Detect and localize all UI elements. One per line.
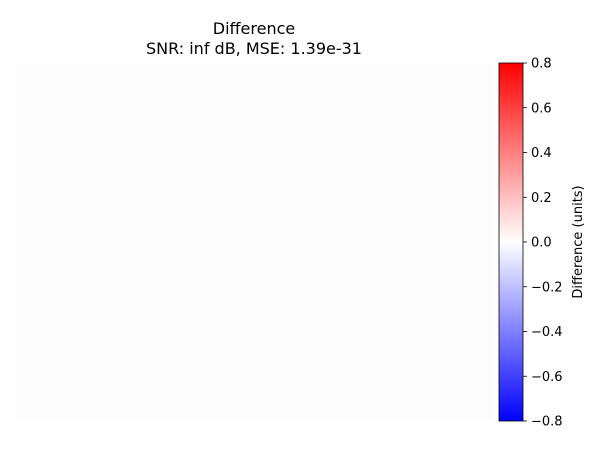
colorbar-tick-label: −0.8 xyxy=(531,415,563,430)
colorbar-tick-label: 0.6 xyxy=(531,101,552,116)
colorbar-ticks: −0.8 −0.6 −0.4 −0.2 0.0 0.2 0.4 0.6 0.8 xyxy=(523,57,563,430)
difference-image xyxy=(15,63,493,421)
colorbar-tick-label: 0.4 xyxy=(531,146,552,161)
chart-subtitle: SNR: inf dB, MSE: 1.39e-31 xyxy=(146,39,362,58)
colorbar-tick-label: −0.2 xyxy=(531,280,563,295)
colorbar-label: Difference (units) xyxy=(571,185,586,298)
colorbar-tick-label: 0.8 xyxy=(531,57,552,72)
colorbar-tick-label: −0.4 xyxy=(531,325,563,340)
colorbar-tick-label: 0.0 xyxy=(531,236,552,251)
colorbar xyxy=(498,62,524,422)
colorbar-tick-label: 0.2 xyxy=(531,191,552,206)
chart-title: Difference xyxy=(213,19,295,38)
colorbar-tick-label: −0.6 xyxy=(531,370,563,385)
